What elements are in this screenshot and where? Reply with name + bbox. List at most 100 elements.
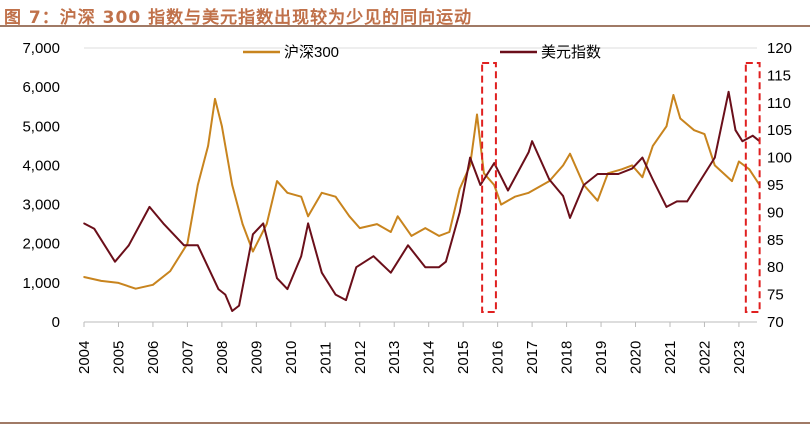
right-y-tick-label: 115 <box>767 67 791 84</box>
data-point <box>286 192 289 194</box>
data-point <box>252 233 254 236</box>
data-point <box>152 284 154 286</box>
data-point <box>458 188 461 190</box>
data-point <box>307 215 309 218</box>
x-tick-label: 2014 <box>421 341 438 374</box>
data-point <box>569 217 571 219</box>
highlight-box <box>744 62 761 313</box>
data-point <box>631 164 633 167</box>
data-point <box>83 222 85 225</box>
data-point <box>562 164 564 167</box>
data-point <box>276 277 278 279</box>
data-point <box>676 200 678 203</box>
left-y-tick-label: 0 <box>52 314 60 331</box>
data-point <box>651 145 654 147</box>
data-point <box>214 98 216 100</box>
data-point <box>286 288 289 290</box>
data-point <box>217 288 220 290</box>
data-point <box>583 184 585 186</box>
data-point <box>438 266 440 269</box>
data-point <box>196 244 199 247</box>
data-point <box>389 231 392 233</box>
data-point <box>424 266 427 269</box>
data-point <box>686 200 689 203</box>
left-y-tick-label: 7,000 <box>22 40 60 57</box>
data-point <box>531 140 533 142</box>
x-tick-label: 2020 <box>628 341 645 374</box>
data-point <box>507 189 509 192</box>
data-point <box>300 255 302 258</box>
data-point <box>183 244 185 247</box>
data-point <box>596 199 599 202</box>
data-point <box>479 184 482 186</box>
data-point <box>714 164 716 167</box>
x-tick-label: 2008 <box>214 341 231 374</box>
data-point <box>448 231 451 233</box>
data-point <box>389 271 392 274</box>
data-point <box>734 129 737 131</box>
data-point <box>162 222 165 225</box>
data-point <box>631 167 633 170</box>
data-point <box>641 156 644 159</box>
x-tick-label: 2011 <box>317 342 334 374</box>
data-point <box>238 304 240 307</box>
data-point <box>355 266 358 269</box>
x-tick-label: 2010 <box>283 341 300 374</box>
x-tick-label: 2019 <box>593 341 610 374</box>
right-y-tick-label: 110 <box>767 95 791 112</box>
data-point <box>741 140 744 142</box>
data-point <box>262 222 265 225</box>
data-point <box>221 125 223 128</box>
data-point <box>700 178 702 181</box>
data-point <box>672 94 675 96</box>
data-point <box>345 299 347 301</box>
data-point <box>424 227 427 229</box>
data-point <box>231 184 234 186</box>
highlight-box <box>481 62 497 313</box>
data-point <box>493 162 495 164</box>
right-y-tick-label: 85 <box>767 232 784 249</box>
x-tick-label: 2007 <box>179 341 196 374</box>
data-point <box>186 242 189 245</box>
series-line-csi300 <box>83 94 761 290</box>
data-point <box>117 282 120 284</box>
data-point <box>665 206 668 208</box>
left-y-tick-label: 5,000 <box>22 118 60 135</box>
series-line-dxy <box>83 90 761 312</box>
legend: 沪深300 美元指数 <box>243 44 601 61</box>
x-tick-label: 2016 <box>490 341 507 374</box>
right-y-tick-label: 90 <box>767 204 784 221</box>
data-point <box>348 215 351 218</box>
data-point <box>372 255 375 258</box>
data-point <box>476 113 478 116</box>
data-point <box>596 173 599 175</box>
data-point <box>493 184 495 186</box>
data-point <box>207 145 209 147</box>
data-point <box>224 293 227 296</box>
left-y-tick-label: 3,000 <box>22 197 60 214</box>
data-point <box>527 192 530 194</box>
left-y-tick-label: 1,000 <box>22 275 60 292</box>
data-point <box>321 271 323 274</box>
x-tick-label: 2018 <box>559 341 576 374</box>
x-tick-label: 2015 <box>455 341 472 374</box>
data-point <box>458 211 461 214</box>
x-tick-label: 2017 <box>524 341 541 374</box>
legend-label-dxy: 美元指数 <box>541 44 601 61</box>
bottom-divider <box>0 422 810 424</box>
title-divider <box>0 25 810 27</box>
x-tick-label: 2009 <box>248 341 265 374</box>
data-point <box>569 152 571 155</box>
chart-title: 图 7：沪深 300 指数与美元指数出现较为少见的同向运动 <box>4 8 473 28</box>
data-point <box>100 280 103 282</box>
data-point <box>231 310 234 312</box>
data-point <box>651 178 654 181</box>
right-y-tick-label: 120 <box>767 40 792 57</box>
data-point <box>241 223 244 225</box>
data-point <box>562 195 564 197</box>
data-point <box>114 260 116 263</box>
data-point <box>438 235 440 237</box>
data-point <box>410 235 413 237</box>
x-tick-label: 2006 <box>145 341 162 374</box>
x-tick-label: 2023 <box>731 341 748 374</box>
